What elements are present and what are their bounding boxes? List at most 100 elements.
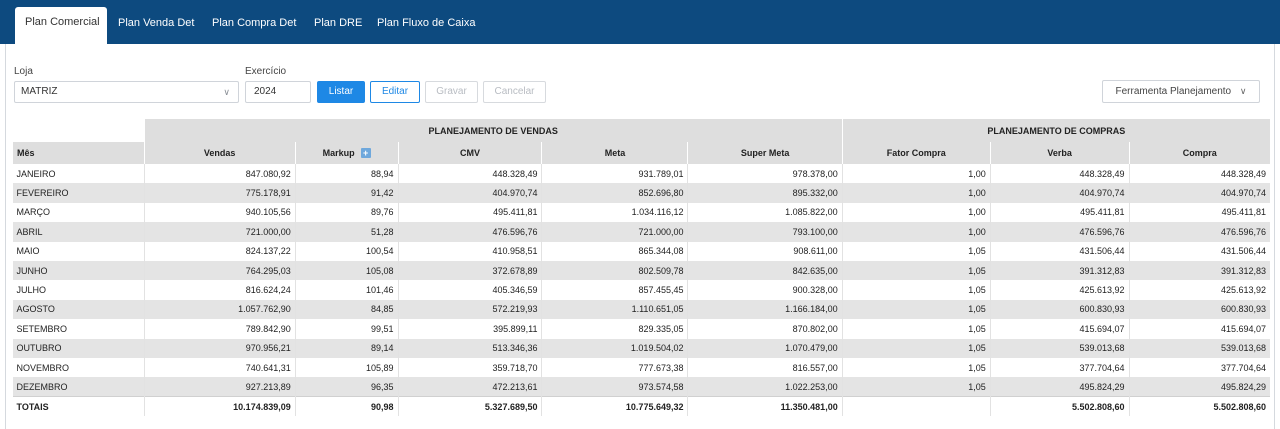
cell-vendas[interactable]: 775.178,91 [143,183,296,203]
cell-vendas[interactable]: 789.842,90 [143,319,296,339]
cell-markup[interactable]: 89,76 [294,202,399,223]
cell-markup[interactable]: 89,14 [294,338,399,358]
cell-compra: 476.596,76 [1128,222,1270,242]
cell-fator-compra[interactable]: 1,05 [841,241,991,261]
cancelar-button[interactable]: Cancelar [483,81,546,103]
cell-fator-compra[interactable]: 1,00 [841,202,991,223]
cell-markup[interactable]: 99,51 [294,319,399,339]
cell-month: ABRIL [12,222,145,242]
cell-markup[interactable]: 91,42 [294,183,399,203]
tab-plan-compra-det[interactable]: Plan Compra Det [212,17,297,29]
col-header-compra: Compra [1128,142,1270,164]
cell-markup[interactable]: 101,46 [294,280,399,300]
cell-markup[interactable]: 96,35 [294,377,399,397]
col-header-meta: Meta [541,142,688,164]
cell-markup[interactable]: 84,85 [294,299,399,320]
cell-markup[interactable]: 105,08 [294,260,399,281]
cell-fator-compra[interactable]: 1,05 [841,299,991,320]
cell-fator-compra[interactable]: 1,00 [841,183,991,203]
cell-compra: 600.830,93 [1128,299,1270,320]
cell-total-cmv: 5.327.689,50 [397,396,542,417]
cell-super-meta: 900.328,00 [687,280,843,300]
plus-icon[interactable]: + [360,148,371,159]
cell-total-compra: 5.502.808,60 [1128,396,1270,417]
gravar-button[interactable]: Gravar [425,81,478,103]
cell-super-meta: 978.378,00 [687,164,843,184]
cell-total-super-meta: 11.350.481,00 [687,396,843,417]
cell-cmv: 359.718,70 [397,357,542,378]
cell-fator-compra[interactable]: 1,05 [841,338,991,358]
cell-total-verba: 5.502.808,60 [989,396,1130,417]
cell-total-meta: 10.775.649,32 [541,396,688,417]
cell-cmv: 372.678,89 [397,260,542,281]
cell-compra: 495.411,81 [1128,202,1270,223]
cell-cmv: 410.958,51 [397,241,542,261]
cell-verba: 600.830,93 [989,299,1130,320]
cell-super-meta: 908.611,00 [687,241,843,261]
tab-plan-fluxo-de-caixa[interactable]: Plan Fluxo de Caixa [377,17,476,29]
cell-month: OUTUBRO [12,338,145,358]
cell-vendas[interactable]: 927.213,89 [143,377,296,397]
cell-markup[interactable]: 88,94 [294,164,399,184]
cell-verba: 476.596,76 [989,222,1130,242]
planning-table: PLANEJAMENTO DE VENDAS PLANEJAMENTO DE C… [12,119,1270,417]
col-header-verba: Verba [989,142,1130,164]
cell-markup[interactable]: 51,28 [294,222,399,242]
table-row: JULHO 816.624,24 101,46 405.346,59 857.4… [12,280,1270,300]
exercicio-input[interactable]: 2024 [245,81,311,103]
tab-plan-venda-det[interactable]: Plan Venda Det [118,17,195,29]
exercicio-label: Exercício [245,66,287,77]
cell-vendas[interactable]: 816.624,24 [143,280,296,300]
table-row: DEZEMBRO 927.213,89 96,35 472.213,61 973… [12,377,1270,397]
cell-vendas[interactable]: 740.641,31 [143,357,296,378]
group-header-blank [12,119,145,142]
cell-vendas[interactable]: 970.956,21 [143,338,296,358]
col-header-vendas: Vendas [143,142,296,164]
ferramenta-planejamento-dropdown[interactable]: Ferramenta Planejamento ∨ [1102,80,1260,103]
editar-button[interactable]: Editar [370,81,420,103]
cell-vendas[interactable]: 721.000,00 [143,222,296,242]
cell-meta: 1.034.116,12 [541,202,688,223]
cell-super-meta: 895.332,00 [687,183,843,203]
cell-markup[interactable]: 105,89 [294,357,399,378]
cell-super-meta: 1.085.822,00 [687,202,843,223]
table-row: AGOSTO 1.057.762,90 84,85 572.219,93 1.1… [12,299,1270,320]
cell-fator-compra[interactable]: 1,00 [841,164,991,184]
totals-row: TOTAIS 10.174.839,09 90,98 5.327.689,50 … [12,396,1270,417]
cell-fator-compra[interactable]: 1,05 [841,377,991,397]
cell-cmv: 395.899,11 [397,319,542,339]
cell-compra: 431.506,44 [1128,241,1270,261]
cell-markup[interactable]: 100,54 [294,241,399,261]
loja-select[interactable]: MATRIZ ∨ [14,81,239,103]
cell-meta: 777.673,38 [541,357,688,378]
cell-fator-compra[interactable]: 1,05 [841,260,991,281]
tab-plan-dre[interactable]: Plan DRE [314,17,363,29]
cell-fator-compra[interactable]: 1,05 [841,280,991,300]
listar-button[interactable]: Listar [317,81,365,103]
cell-month: JUNHO [12,260,145,281]
table-row: OUTUBRO 970.956,21 89,14 513.346,36 1.01… [12,338,1270,358]
tab-plan-comercial[interactable]: Plan Comercial [15,7,107,44]
cell-vendas[interactable]: 824.137,22 [143,241,296,261]
table-row: MAIO 824.137,22 100,54 410.958,51 865.34… [12,241,1270,261]
cell-compra: 539.013,68 [1128,338,1270,358]
cell-cmv: 513.346,36 [397,338,542,358]
cell-vendas[interactable]: 1.057.762,90 [143,299,296,320]
cell-vendas[interactable]: 940.105,56 [143,202,296,223]
tab-bar: Plan Comercial Plan Venda Det Plan Compr… [0,0,1280,44]
cell-meta: 1.019.504,02 [541,338,688,358]
cell-fator-compra[interactable]: 1,05 [841,357,991,378]
cell-super-meta: 1.070.479,00 [687,338,843,358]
cell-verba: 448.328,49 [989,164,1130,184]
ferramenta-planejamento-label: Ferramenta Planejamento [1115,86,1232,97]
cell-super-meta: 870.802,00 [687,319,843,339]
cell-fator-compra[interactable]: 1,00 [841,222,991,242]
cell-month: JANEIRO [12,164,145,184]
cell-vendas[interactable]: 847.080,92 [143,164,296,184]
cell-fator-compra[interactable]: 1,05 [841,319,991,339]
cell-vendas[interactable]: 764.295,03 [143,260,296,281]
cell-verba: 431.506,44 [989,241,1130,261]
cell-verba: 495.411,81 [989,202,1130,223]
cell-compra: 495.824,29 [1128,377,1270,397]
table-row: NOVEMBRO 740.641,31 105,89 359.718,70 77… [12,357,1270,378]
